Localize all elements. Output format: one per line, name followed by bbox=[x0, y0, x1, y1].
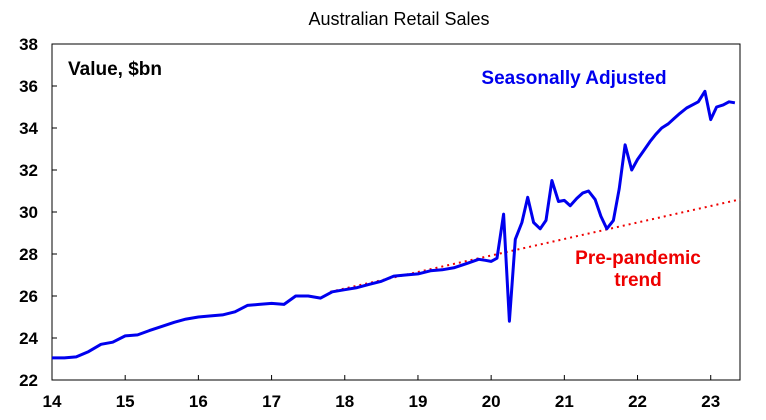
y-tick-label: 24 bbox=[19, 329, 38, 348]
x-tick-label: 19 bbox=[408, 392, 427, 411]
y-tick-label: 30 bbox=[19, 203, 38, 222]
x-tick-label: 23 bbox=[701, 392, 720, 411]
annotation-pre-pandemic: Pre-pandemic bbox=[575, 248, 701, 269]
x-axis: 14 15 16 17 18 19 20 21 22 23 bbox=[43, 375, 720, 411]
chart-title: Australian Retail Sales bbox=[308, 9, 489, 29]
x-tick-label: 20 bbox=[482, 392, 501, 411]
x-tick-label: 14 bbox=[43, 392, 62, 411]
y-tick-label: 22 bbox=[19, 371, 38, 390]
series-layer bbox=[52, 89, 741, 360]
annotation-seasonally-adjusted: Seasonally Adjusted bbox=[481, 68, 666, 89]
x-tick-label: 15 bbox=[116, 392, 135, 411]
y-tick-label: 28 bbox=[19, 245, 38, 264]
series-pre-pandemic-trend-line bbox=[329, 198, 741, 293]
y-tick-label: 32 bbox=[19, 161, 38, 180]
annotation-trend: trend bbox=[614, 270, 662, 291]
y-axis-label: Value, $bn bbox=[68, 59, 162, 80]
y-axis: 22 24 26 28 30 32 34 36 38 bbox=[19, 35, 57, 390]
series-seasonally-adjusted-line bbox=[52, 89, 736, 360]
x-tick-label: 21 bbox=[555, 392, 574, 411]
x-tick-label: 18 bbox=[335, 392, 354, 411]
y-tick-label: 26 bbox=[19, 287, 38, 306]
y-tick-label: 36 bbox=[19, 77, 38, 96]
x-tick-label: 16 bbox=[189, 392, 208, 411]
y-tick-label: 34 bbox=[19, 119, 38, 138]
x-tick-label: 17 bbox=[262, 392, 281, 411]
y-tick-label: 38 bbox=[19, 35, 38, 54]
x-tick-label: 22 bbox=[628, 392, 647, 411]
